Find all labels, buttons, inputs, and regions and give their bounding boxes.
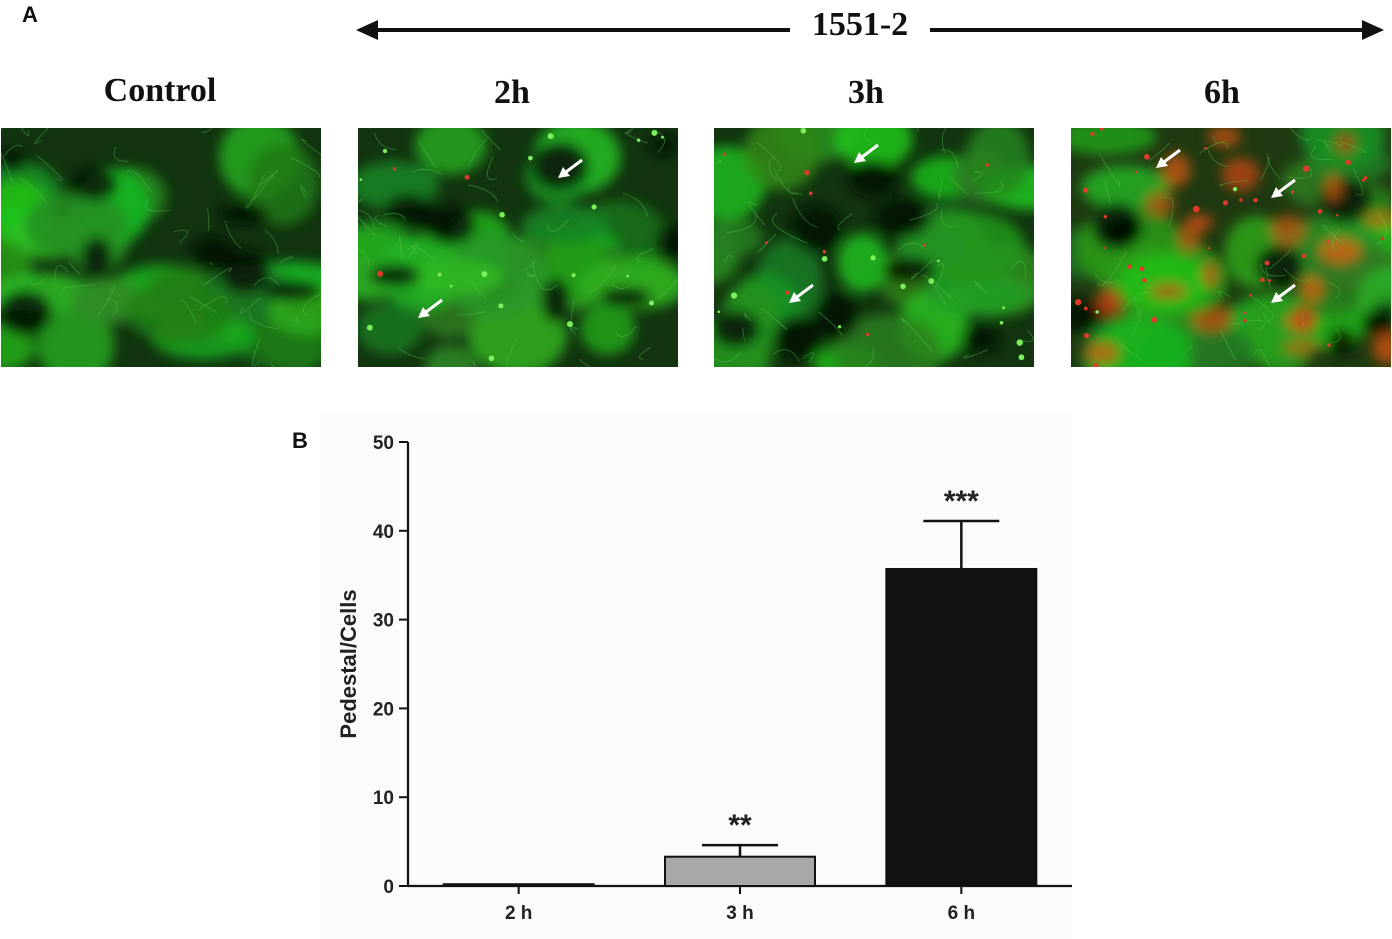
image-label-3h: 3h	[848, 74, 884, 111]
y-tick-label: 0	[383, 877, 394, 898]
arrow-icon	[418, 307, 430, 318]
x-tick-label: 2 h	[505, 903, 532, 924]
micrograph-6h	[1071, 128, 1391, 367]
micrograph-2h	[358, 128, 678, 367]
arrow-icon	[1271, 292, 1283, 303]
y-tick-label: 20	[373, 699, 394, 720]
bar	[664, 855, 816, 887]
arrow-icon	[1271, 187, 1283, 198]
y-axis-label: Pedestal/Cells	[336, 589, 361, 738]
bar	[885, 567, 1038, 887]
arrow-icon	[789, 292, 801, 303]
arrow-icon	[854, 152, 866, 163]
micrograph-image	[358, 128, 678, 367]
y-tick-label: 30	[373, 611, 394, 632]
micrograph-image	[1, 128, 321, 367]
y-tick-label: 10	[373, 788, 394, 809]
span-label: 1551-2	[790, 6, 930, 44]
panel-a-letter: A	[22, 2, 38, 27]
bar	[442, 883, 595, 887]
micrograph-image	[714, 128, 1034, 367]
arrow-icon	[558, 167, 570, 178]
image-label-6h: 6h	[1204, 74, 1240, 111]
y-tick-label: 40	[373, 522, 394, 543]
image-label-control: Control	[103, 72, 217, 109]
micrograph-image	[1071, 128, 1391, 367]
image-label-2h: 2h	[494, 74, 530, 111]
micrograph-3h	[714, 128, 1034, 367]
x-tick-label: 6 h	[948, 903, 975, 924]
significance-label: **	[728, 809, 752, 842]
x-tick-label: 3 h	[726, 903, 753, 924]
y-tick-label: 50	[373, 433, 394, 454]
panel-b-letter: B	[292, 428, 308, 453]
significance-label: ***	[944, 485, 979, 518]
micrograph-control	[1, 128, 321, 367]
arrow-icon	[1156, 157, 1168, 168]
